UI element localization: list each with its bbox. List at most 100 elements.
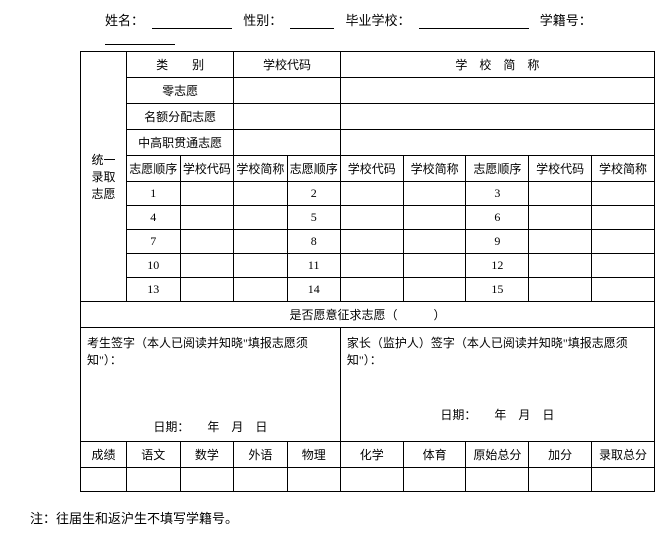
cell[interactable] xyxy=(234,78,341,104)
grid-row: 1 2 3 xyxy=(81,182,655,206)
cell[interactable] xyxy=(340,104,654,130)
cell[interactable] xyxy=(340,206,403,230)
short-header: 学校简称 xyxy=(592,156,655,182)
cell[interactable] xyxy=(180,278,234,302)
cell[interactable] xyxy=(340,130,654,156)
school-short-header: 学 校 简 称 xyxy=(340,52,654,78)
school-label: 毕业学校： xyxy=(346,13,411,28)
cell[interactable] xyxy=(529,230,592,254)
subject-header: 体育 xyxy=(403,442,466,468)
scores-label: 成绩 xyxy=(81,442,127,468)
cell[interactable] xyxy=(340,230,403,254)
cell[interactable] xyxy=(180,230,234,254)
short-header: 学校简称 xyxy=(234,156,287,182)
cell[interactable] xyxy=(234,104,341,130)
score-cell[interactable] xyxy=(340,468,403,492)
order-cell: 2 xyxy=(287,182,340,206)
cell[interactable] xyxy=(234,130,341,156)
student-sig-text: 考生签字（本人已阅读并知晓"填报志愿须知"）： xyxy=(87,334,334,368)
code-header: 学校代码 xyxy=(340,156,403,182)
grid-row: 4 5 6 xyxy=(81,206,655,230)
order-cell: 8 xyxy=(287,230,340,254)
student-id-label: 学籍号： xyxy=(540,13,592,28)
subject-header: 录取总分 xyxy=(592,442,655,468)
cell[interactable] xyxy=(340,78,654,104)
subject-header: 化学 xyxy=(340,442,403,468)
order-header: 志愿顺序 xyxy=(127,156,181,182)
subject-header: 加分 xyxy=(529,442,592,468)
cell[interactable] xyxy=(529,206,592,230)
cell[interactable] xyxy=(592,230,655,254)
student-id-blank xyxy=(105,31,175,45)
order-cell: 9 xyxy=(466,230,529,254)
cell[interactable] xyxy=(529,182,592,206)
subject-header: 外语 xyxy=(234,442,287,468)
order-cell: 13 xyxy=(127,278,181,302)
school-blank xyxy=(419,15,529,29)
order-cell: 15 xyxy=(466,278,529,302)
name-blank xyxy=(152,15,232,29)
school-code-header: 学校代码 xyxy=(234,52,341,78)
short-header: 学校简称 xyxy=(403,156,466,182)
cell[interactable] xyxy=(180,182,234,206)
cell[interactable] xyxy=(592,206,655,230)
subject-header: 数学 xyxy=(180,442,234,468)
order-cell: 7 xyxy=(127,230,181,254)
cell[interactable] xyxy=(592,278,655,302)
order-cell: 1 xyxy=(127,182,181,206)
score-cell[interactable] xyxy=(529,468,592,492)
cell[interactable] xyxy=(529,254,592,278)
cell[interactable] xyxy=(340,254,403,278)
order-cell: 3 xyxy=(466,182,529,206)
category-row: 零志愿 xyxy=(127,78,234,104)
gender-label: 性别： xyxy=(243,13,282,28)
footnote: 注：往届生和返沪生不填写学籍号。 xyxy=(30,508,656,527)
parent-date: 日期： 年 月 日 xyxy=(347,406,648,423)
subject-header: 物理 xyxy=(287,442,340,468)
student-signature-cell[interactable]: 考生签字（本人已阅读并知晓"填报志愿须知"）： 日期： 年 月 日 xyxy=(81,328,341,442)
order-cell: 5 xyxy=(287,206,340,230)
cell[interactable] xyxy=(234,182,287,206)
consent-row: 是否愿意征求志愿（ ） xyxy=(81,302,655,328)
cell[interactable] xyxy=(234,278,287,302)
sidebar-cell: 统一录取志愿 xyxy=(81,52,127,302)
cell[interactable] xyxy=(592,182,655,206)
grid-row: 10 11 12 xyxy=(81,254,655,278)
cell[interactable] xyxy=(403,278,466,302)
subject-header: 原始总分 xyxy=(466,442,529,468)
cell[interactable] xyxy=(529,278,592,302)
cell[interactable] xyxy=(340,278,403,302)
cell[interactable] xyxy=(340,182,403,206)
order-header: 志愿顺序 xyxy=(287,156,340,182)
cell[interactable] xyxy=(234,230,287,254)
parent-signature-cell[interactable]: 家长（监护人）签字（本人已阅读并知晓"填报志愿须知"）： 日期： 年 月 日 xyxy=(340,328,654,442)
score-cell[interactable] xyxy=(403,468,466,492)
score-cell[interactable] xyxy=(592,468,655,492)
cell[interactable] xyxy=(180,206,234,230)
cell[interactable] xyxy=(592,254,655,278)
parent-sig-text: 家长（监护人）签字（本人已阅读并知晓"填报志愿须知"）： xyxy=(347,334,648,368)
cell[interactable] xyxy=(403,182,466,206)
score-cell[interactable] xyxy=(234,468,287,492)
score-cell[interactable] xyxy=(287,468,340,492)
order-cell: 12 xyxy=(466,254,529,278)
student-date: 日期： 年 月 日 xyxy=(87,418,334,435)
order-cell: 14 xyxy=(287,278,340,302)
cell[interactable] xyxy=(403,254,466,278)
score-cell[interactable] xyxy=(127,468,181,492)
order-cell: 10 xyxy=(127,254,181,278)
cell[interactable] xyxy=(234,254,287,278)
score-cell[interactable] xyxy=(466,468,529,492)
cell[interactable] xyxy=(180,254,234,278)
score-cell[interactable] xyxy=(180,468,234,492)
code-header: 学校代码 xyxy=(529,156,592,182)
grid-row: 13 14 15 xyxy=(81,278,655,302)
cell[interactable] xyxy=(234,206,287,230)
cell[interactable] xyxy=(403,230,466,254)
category-row: 名额分配志愿 xyxy=(127,104,234,130)
score-cell[interactable] xyxy=(81,468,127,492)
gender-blank xyxy=(290,15,334,29)
grid-row: 7 8 9 xyxy=(81,230,655,254)
cell[interactable] xyxy=(403,206,466,230)
order-header: 志愿顺序 xyxy=(466,156,529,182)
